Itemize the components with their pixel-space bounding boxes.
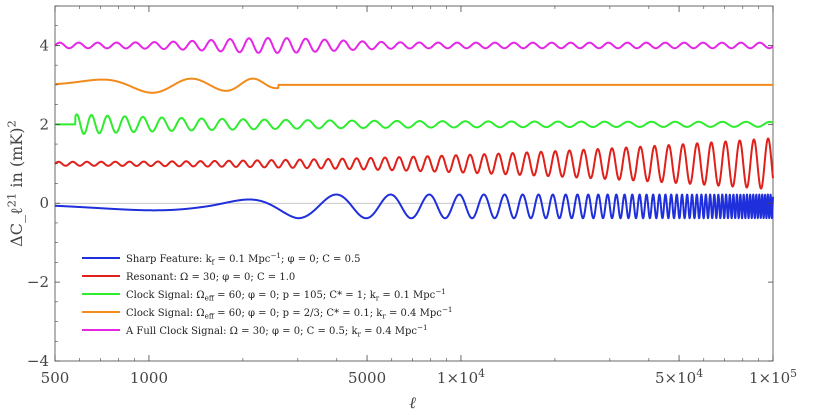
x-tick-label: 1×105 xyxy=(749,367,797,387)
x-tick-label: 500 xyxy=(41,369,70,387)
legend: Sharp Feature: kf = 0.1 Mpc−1; φ = 0; C … xyxy=(82,251,452,339)
y-tick-label: 4 xyxy=(39,36,49,54)
y-tick-label: −2 xyxy=(27,273,49,291)
x-tick-label: 1×104 xyxy=(437,367,485,387)
legend-label: Clock Signal: Ωeff = 60; φ = 0; p = 105;… xyxy=(126,287,446,303)
series-line-4 xyxy=(54,77,774,94)
x-tick-label: 5×104 xyxy=(655,367,703,387)
legend-label: A Full Clock Signal: Ω = 30; φ = 0; C = … xyxy=(125,323,428,339)
y-axis-label: ΔC_ℓ21 in (mK)2 xyxy=(5,120,26,247)
legend-label: Sharp Feature: kf = 0.1 Mpc−1; φ = 0; C … xyxy=(126,251,361,267)
plot-frame xyxy=(54,5,774,362)
x-tick-label: 5000 xyxy=(348,369,386,387)
y-tick-label: 2 xyxy=(39,115,49,133)
series-layer xyxy=(54,36,774,220)
x-tick-label: 1000 xyxy=(130,369,168,387)
series-line-2 xyxy=(54,137,774,190)
series-line-5 xyxy=(54,36,774,54)
legend-label: Clock Signal: Ωeff = 60; φ = 0; p = 2/3;… xyxy=(126,305,452,321)
legend-label: Resonant: Ω = 30; φ = 0; C = 1.0 xyxy=(126,272,295,283)
y-tick-label: −4 xyxy=(27,352,49,370)
series-line-3 xyxy=(54,113,774,135)
series-line-1 xyxy=(54,193,774,220)
x-axis-label: ℓ xyxy=(409,393,416,412)
y-tick-label: 0 xyxy=(39,194,49,212)
